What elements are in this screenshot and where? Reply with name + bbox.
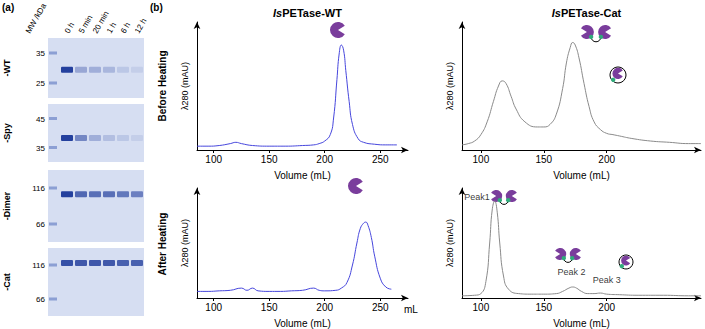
svg-text:100: 100 [205,154,222,165]
svg-text:66: 66 [36,295,45,304]
svg-text:-Spy: -Spy [2,123,12,143]
svg-text:35: 35 [36,49,45,58]
svg-text:Volume (mL): Volume (mL) [274,170,331,181]
svg-text:200: 200 [598,154,615,165]
svg-text:250: 250 [372,302,389,313]
svg-text:150: 150 [535,302,552,313]
svg-text:(a): (a) [2,2,14,13]
svg-text:λ280 (mAU): λ280 (mAU) [445,62,455,110]
svg-text:66: 66 [36,220,45,229]
svg-text:-WT: -WT [2,59,12,76]
svg-text:Peak1: Peak1 [464,192,490,202]
svg-text:150: 150 [535,154,552,165]
svg-text:116: 116 [32,261,45,270]
svg-text:250: 250 [372,154,389,165]
svg-text:25: 25 [36,79,45,88]
svg-text:45: 45 [36,115,45,124]
svg-text:λ280 (mAU): λ280 (mAU) [445,219,455,267]
svg-text:After Heating: After Heating [157,213,168,276]
svg-text:200: 200 [316,302,333,313]
svg-text:5 min: 5 min [76,13,95,35]
svg-text:Before Heating: Before Heating [157,50,168,121]
svg-text:6 h: 6 h [119,21,132,35]
svg-text:116: 116 [32,184,45,193]
svg-text:Peak 2: Peak 2 [557,267,585,277]
svg-text:150: 150 [261,154,278,165]
svg-text:(b): (b) [150,2,163,13]
svg-text:200: 200 [598,302,615,313]
svg-text:35: 35 [36,144,45,153]
svg-text:0 h: 0 h [63,21,76,35]
svg-text:200: 200 [316,154,333,165]
svg-text:20 min: 20 min [90,9,111,35]
svg-text:Is: Is [552,7,561,19]
svg-text:100: 100 [473,154,490,165]
svg-text:Volume (mL): Volume (mL) [553,318,610,329]
svg-text:Volume (mL): Volume (mL) [553,170,610,181]
svg-text:Is: Is [273,7,282,19]
svg-text:PETase-Cat: PETase-Cat [561,7,622,19]
svg-text:12 h: 12 h [133,17,148,35]
svg-text:150: 150 [261,302,278,313]
svg-text:100: 100 [473,302,490,313]
svg-text:λ280 (mAU): λ280 (mAU) [180,219,190,267]
svg-text:PETase-WT: PETase-WT [282,7,342,19]
svg-text:mL: mL [404,304,418,315]
svg-text:Peak 3: Peak 3 [593,275,621,285]
svg-text:1 h: 1 h [105,21,118,35]
svg-text:MW /kDa: MW /kDa [24,2,49,35]
svg-text:λ280 (mAU): λ280 (mAU) [180,62,190,110]
svg-text:-Cat: -Cat [2,273,12,291]
svg-text:-Dimer: -Dimer [2,191,12,220]
svg-text:100: 100 [205,302,222,313]
svg-text:Volume (mL): Volume (mL) [274,318,331,329]
